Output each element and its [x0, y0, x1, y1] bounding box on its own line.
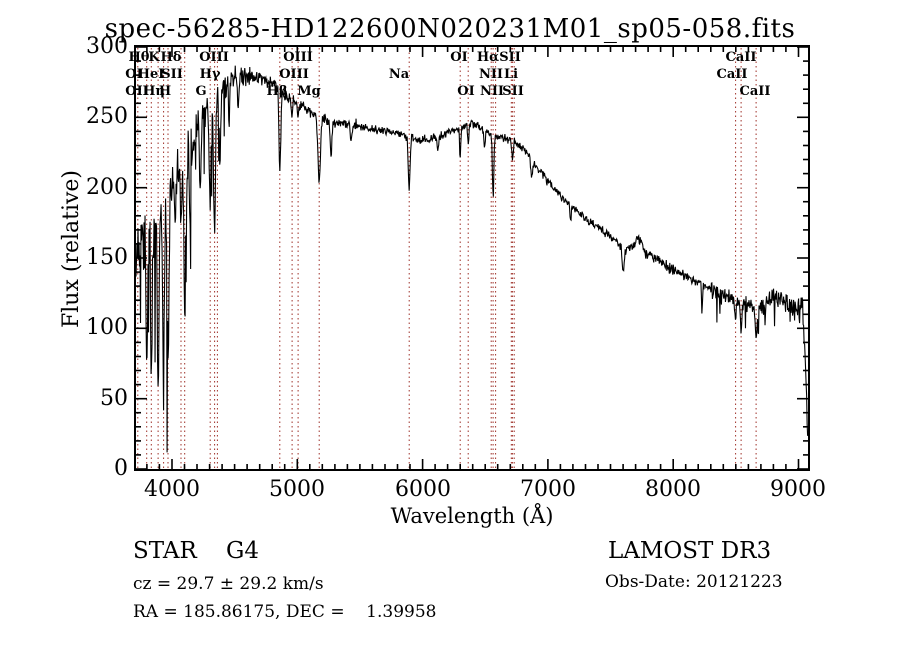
spectral-line-label: OIII: [199, 50, 229, 65]
spectral-line-label: H: [158, 84, 172, 99]
y-tick-label: 200: [86, 175, 128, 200]
spectral-line-label: SII: [161, 67, 183, 82]
spectral-line-label: Hα: [476, 50, 500, 65]
spectral-line-label: CaII: [739, 84, 771, 99]
x-tick-label: 5000: [269, 477, 325, 502]
x-tick-label: 8000: [645, 477, 701, 502]
spectral-line-label: Li: [503, 67, 519, 82]
spectral-line-label: Hδ: [160, 50, 182, 65]
spectral-line-label: Mg: [297, 84, 321, 99]
y-tick-label: 100: [86, 315, 128, 340]
spectral-line-label: Na: [388, 67, 410, 82]
obs-date-text: Obs-Date: 20121223: [605, 572, 783, 592]
spectral-line-label: Hθ: [128, 50, 150, 65]
spectral-line-label: Hγ: [199, 67, 221, 82]
y-tick-label: 250: [86, 104, 128, 129]
spectral-line-label: OI: [450, 50, 468, 65]
spectral-line-label: HeI: [137, 67, 165, 82]
spectral-line-label: OII: [125, 84, 149, 99]
spectral-line-label: G: [195, 84, 207, 99]
y-tick-label: 300: [86, 34, 128, 59]
spectral-line-label: CaII: [725, 50, 757, 65]
y-tick-label: 50: [100, 386, 128, 411]
y-tick-label: 0: [114, 456, 128, 481]
y-tick-label: 150: [86, 245, 128, 270]
x-tick-label: 4000: [144, 477, 200, 502]
spectral-line-label: NII: [479, 84, 505, 99]
y-axis-title: Flux (relative): [59, 169, 84, 329]
ra-dec-text: RA = 185.86175, DEC = 1.39958: [133, 602, 437, 622]
spectral-line-label: OIII: [283, 50, 313, 65]
spectral-line-label: NII: [478, 67, 504, 82]
spectrum-plot-canvas: [136, 47, 808, 469]
x-axis-title: Wavelength (Å): [390, 504, 554, 528]
x-tick-label: 6000: [395, 477, 451, 502]
spectral-line-label: OI: [125, 67, 143, 82]
spectral-line-label: OIII: [279, 67, 309, 82]
plot-title: spec-56285-HD122600N020231M01_sp05-058.f…: [104, 14, 796, 44]
spectrum-trace: [136, 65, 808, 453]
survey-release-text: LAMOST DR3: [608, 538, 772, 564]
spectral-line-label: Hη: [143, 84, 165, 99]
object-class-text: STAR G4: [133, 538, 260, 564]
spectral-line-label: OI: [457, 84, 475, 99]
x-tick-label: 9000: [770, 477, 826, 502]
spectral-line-label: Hβ: [266, 84, 288, 99]
spectral-line-label: CaII: [716, 67, 748, 82]
x-tick-label: 7000: [520, 477, 576, 502]
spectral-line-label: SII: [499, 50, 521, 65]
spectral-line-label: SII: [502, 84, 524, 99]
spectrum-plot: [134, 45, 810, 471]
spectral-line-label: K: [148, 50, 160, 65]
cz-value-text: cz = 29.7 ± 29.2 km/s: [133, 574, 324, 594]
